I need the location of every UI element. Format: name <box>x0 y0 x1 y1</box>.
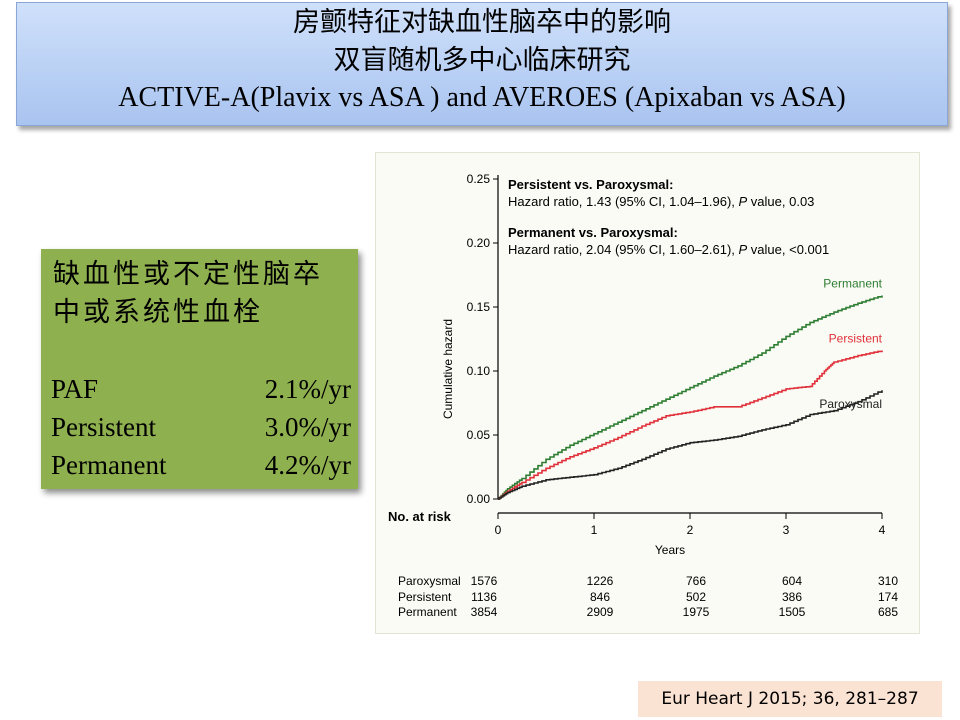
risk-cell: 1136 <box>471 590 497 604</box>
summary-row-value: 2.1%/yr <box>264 374 351 404</box>
risk-cell: 1226 <box>587 574 614 588</box>
y-tick-label: 0.05 <box>467 428 491 442</box>
risk-cell: 846 <box>590 590 610 604</box>
summary-row-label: Persistent <box>51 412 156 442</box>
annotation-persistent-vs-paroxysmal: Persistent vs. Paroxysmal: Hazard ratio,… <box>508 177 814 209</box>
annotation-2-text: Hazard ratio, 2.04 (95% CI, 1.60–2.61), … <box>508 242 829 257</box>
series-line-paroxysmal <box>498 390 883 500</box>
title-line-3: ACTIVE-A(Plavix vs ASA ) and AVEROES (Ap… <box>118 82 846 113</box>
summary-heading: 缺血性或不定性脑卒 中或系统性血栓 <box>53 255 353 331</box>
x-tick-label: 3 <box>783 523 790 537</box>
series-label-paroxysmal: Paroxysmal <box>819 397 882 411</box>
series-line-permanent <box>498 295 883 500</box>
y-tick-label: 0.00 <box>467 492 491 506</box>
summary-row-label: PAF <box>51 374 99 404</box>
chart-series <box>498 295 883 500</box>
summary-row-permanent: Permanent 4.2%/yr <box>51 446 351 484</box>
risk-cell: 386 <box>782 590 802 604</box>
risk-table: Paroxysmal 1576 1226 766 604 310 Persistent 113… <box>398 574 898 619</box>
y-tick-label: 0.10 <box>467 364 491 378</box>
risk-cell: 2909 <box>587 605 614 619</box>
cumulative-hazard-chart: 0.00 0.05 0.10 0.15 0.20 0.25 0 1 2 3 4 Years Cumula… <box>388 172 898 619</box>
annotation-permanent-vs-paroxysmal: Permanent vs. Paroxysmal: Hazard ratio, … <box>508 225 829 257</box>
x-tick-label: 4 <box>879 523 886 537</box>
series-label-permanent: Permanent <box>823 276 882 290</box>
x-tick-label: 0 <box>495 523 502 537</box>
chart-axes: 0.00 0.05 0.10 0.15 0.20 0.25 0 1 2 3 4 Years Cumula… <box>441 172 886 557</box>
series-label-persistent: Persistent <box>829 332 883 346</box>
title-line-1: 房颤特征对缺血性脑卒中的影响 <box>293 7 671 37</box>
risk-cell: 766 <box>686 574 706 588</box>
risk-cell: 174 <box>878 590 898 604</box>
x-tick-label: 2 <box>687 523 694 537</box>
risk-cell: 604 <box>782 574 802 588</box>
summary-heading-line-2: 中或系统性血栓 <box>53 297 263 327</box>
summary-row-value: 3.0%/yr <box>264 412 351 442</box>
risk-row-label: Paroxysmal <box>398 574 461 588</box>
y-tick-label: 0.20 <box>467 236 491 250</box>
chart-panel: 0.00 0.05 0.10 0.15 0.20 0.25 0 1 2 3 4 Years Cumula… <box>375 152 920 634</box>
summary-box: 缺血性或不定性脑卒 中或系统性血栓 PAF 2.1%/yr Persistent… <box>41 249 358 489</box>
risk-row-label: Persistent <box>398 590 452 604</box>
risk-cell: 1505 <box>779 605 806 619</box>
risk-cell: 3854 <box>471 605 498 619</box>
summary-row-persistent: Persistent 3.0%/yr <box>51 408 351 446</box>
risk-cell: 1975 <box>683 605 710 619</box>
risk-cell: 685 <box>878 605 898 619</box>
title-line-2: 双盲随机多中心临床研究 <box>333 45 631 75</box>
series-line-persistent <box>498 350 883 500</box>
chart-labels: Permanent Persistent Paroxysmal <box>819 276 882 411</box>
citation: Eur Heart J 2015; 36, 281–287 <box>638 681 942 717</box>
summary-row-label: Permanent <box>51 450 167 480</box>
y-tick-label: 0.15 <box>467 300 491 314</box>
risk-cell: 1576 <box>471 574 498 588</box>
annotation-1-title: Persistent vs. Paroxysmal: <box>508 177 673 192</box>
risk-cell: 310 <box>878 574 898 588</box>
summary-heading-line-1: 缺血性或不定性脑卒 <box>53 259 323 289</box>
y-axis-label: Cumulative hazard <box>441 319 455 419</box>
summary-row-paf: PAF 2.1%/yr <box>51 370 351 408</box>
annotation-1-text: Hazard ratio, 1.43 (95% CI, 1.04–1.96), … <box>508 194 814 209</box>
title-banner: 房颤特征对缺血性脑卒中的影响 双盲随机多中心临床研究 ACTIVE-A(Plav… <box>16 2 948 126</box>
summary-row-value: 4.2%/yr <box>264 450 351 480</box>
risk-table-title: No. at risk <box>388 509 452 524</box>
annotation-2-title: Permanent vs. Paroxysmal: <box>508 225 678 240</box>
x-axis-label: Years <box>655 543 685 557</box>
risk-row-label: Permanent <box>398 605 457 619</box>
x-tick-label: 1 <box>591 523 598 537</box>
risk-cell: 502 <box>686 590 706 604</box>
y-tick-label: 0.25 <box>467 172 491 186</box>
